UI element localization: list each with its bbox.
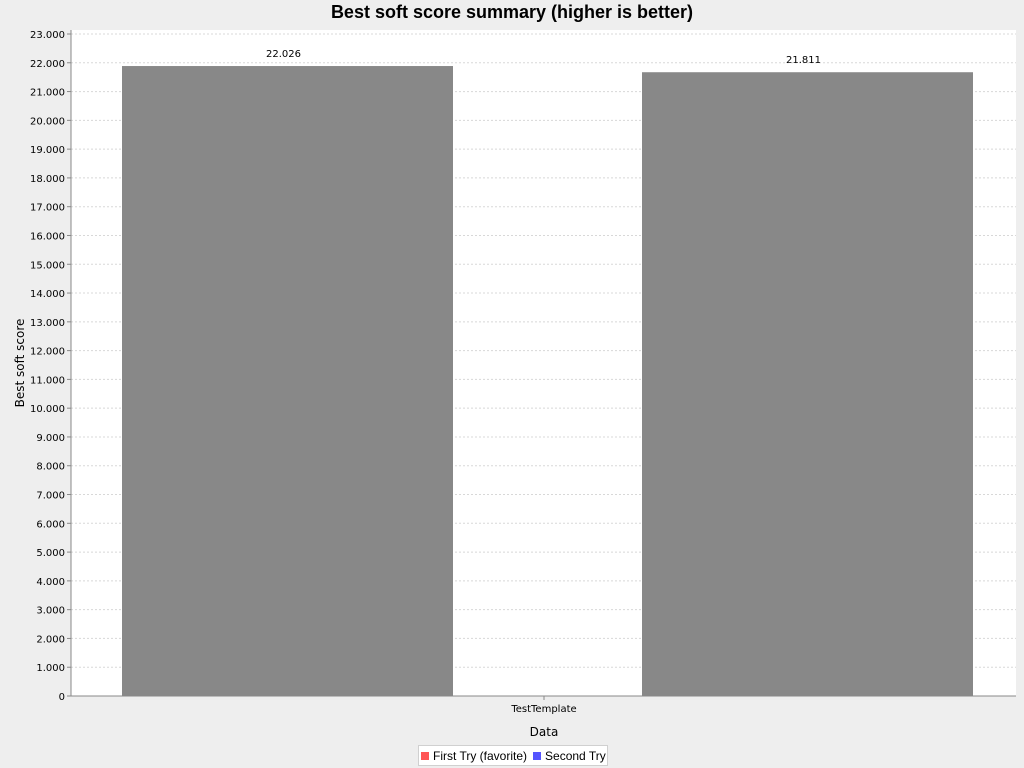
legend-swatch-blue (533, 751, 542, 760)
y-tick-label: 18.000 (30, 174, 65, 185)
y-tick-label: 13.000 (30, 318, 65, 329)
y-tick-label: 19.000 (30, 145, 65, 156)
bar-value-label: 21.811 (786, 55, 821, 66)
y-tick-label: 15.000 (30, 260, 65, 271)
bar (118, 62, 449, 697)
y-tick-label: 11.000 (30, 375, 65, 386)
legend-label-first-try: First Try (favorite) (433, 748, 528, 763)
bar-value-label: 22.026 (266, 49, 301, 60)
y-tick-label: 10.000 (30, 404, 65, 415)
y-axis-ticks: 0 1.000 2.000 3.000 4.000 5.000 6.000 7.000 8.00… (30, 30, 71, 703)
y-tick-label: 21.000 (30, 88, 65, 99)
legend-label-second-try: Second Try (545, 748, 606, 763)
chart-title: Best soft score summary (higher is bette… (330, 2, 694, 22)
y-tick-label: 6.000 (36, 519, 65, 530)
y-tick-label: 20.000 (30, 116, 65, 127)
y-tick-label: 5.000 (36, 548, 65, 559)
legend: First Try (favorite) Second Try (418, 745, 608, 766)
bars: 22.026 21.811 (118, 49, 973, 697)
y-axis-label: Best soft score (13, 319, 27, 408)
y-tick-label: 3.000 (36, 606, 65, 617)
y-tick-label: 23.000 (30, 30, 65, 41)
y-tick-label: 16.000 (30, 231, 65, 242)
y-tick-label: 17.000 (30, 203, 65, 214)
x-tick-label: TestTemplate (510, 704, 576, 715)
legend-swatch-red (421, 751, 429, 760)
y-tick-label: 22.000 (30, 59, 65, 70)
y-tick-label: 12.000 (30, 347, 65, 358)
legend-item-second-try: Second Try (533, 749, 606, 763)
y-tick-label: 14.000 (30, 289, 65, 300)
y-tick-label: 2.000 (36, 634, 65, 645)
bar (638, 68, 969, 696)
y-tick-label: 0 (59, 692, 65, 703)
x-axis-label: Data (530, 725, 559, 739)
y-tick-label: 7.000 (36, 491, 65, 502)
y-tick-label: 8.000 (36, 462, 65, 473)
legend-item-first-try: First Try (favorite) (421, 749, 527, 763)
y-tick-label: 1.000 (36, 663, 65, 674)
y-tick-label: 9.000 (36, 433, 65, 444)
y-tick-label: 4.000 (36, 577, 65, 588)
